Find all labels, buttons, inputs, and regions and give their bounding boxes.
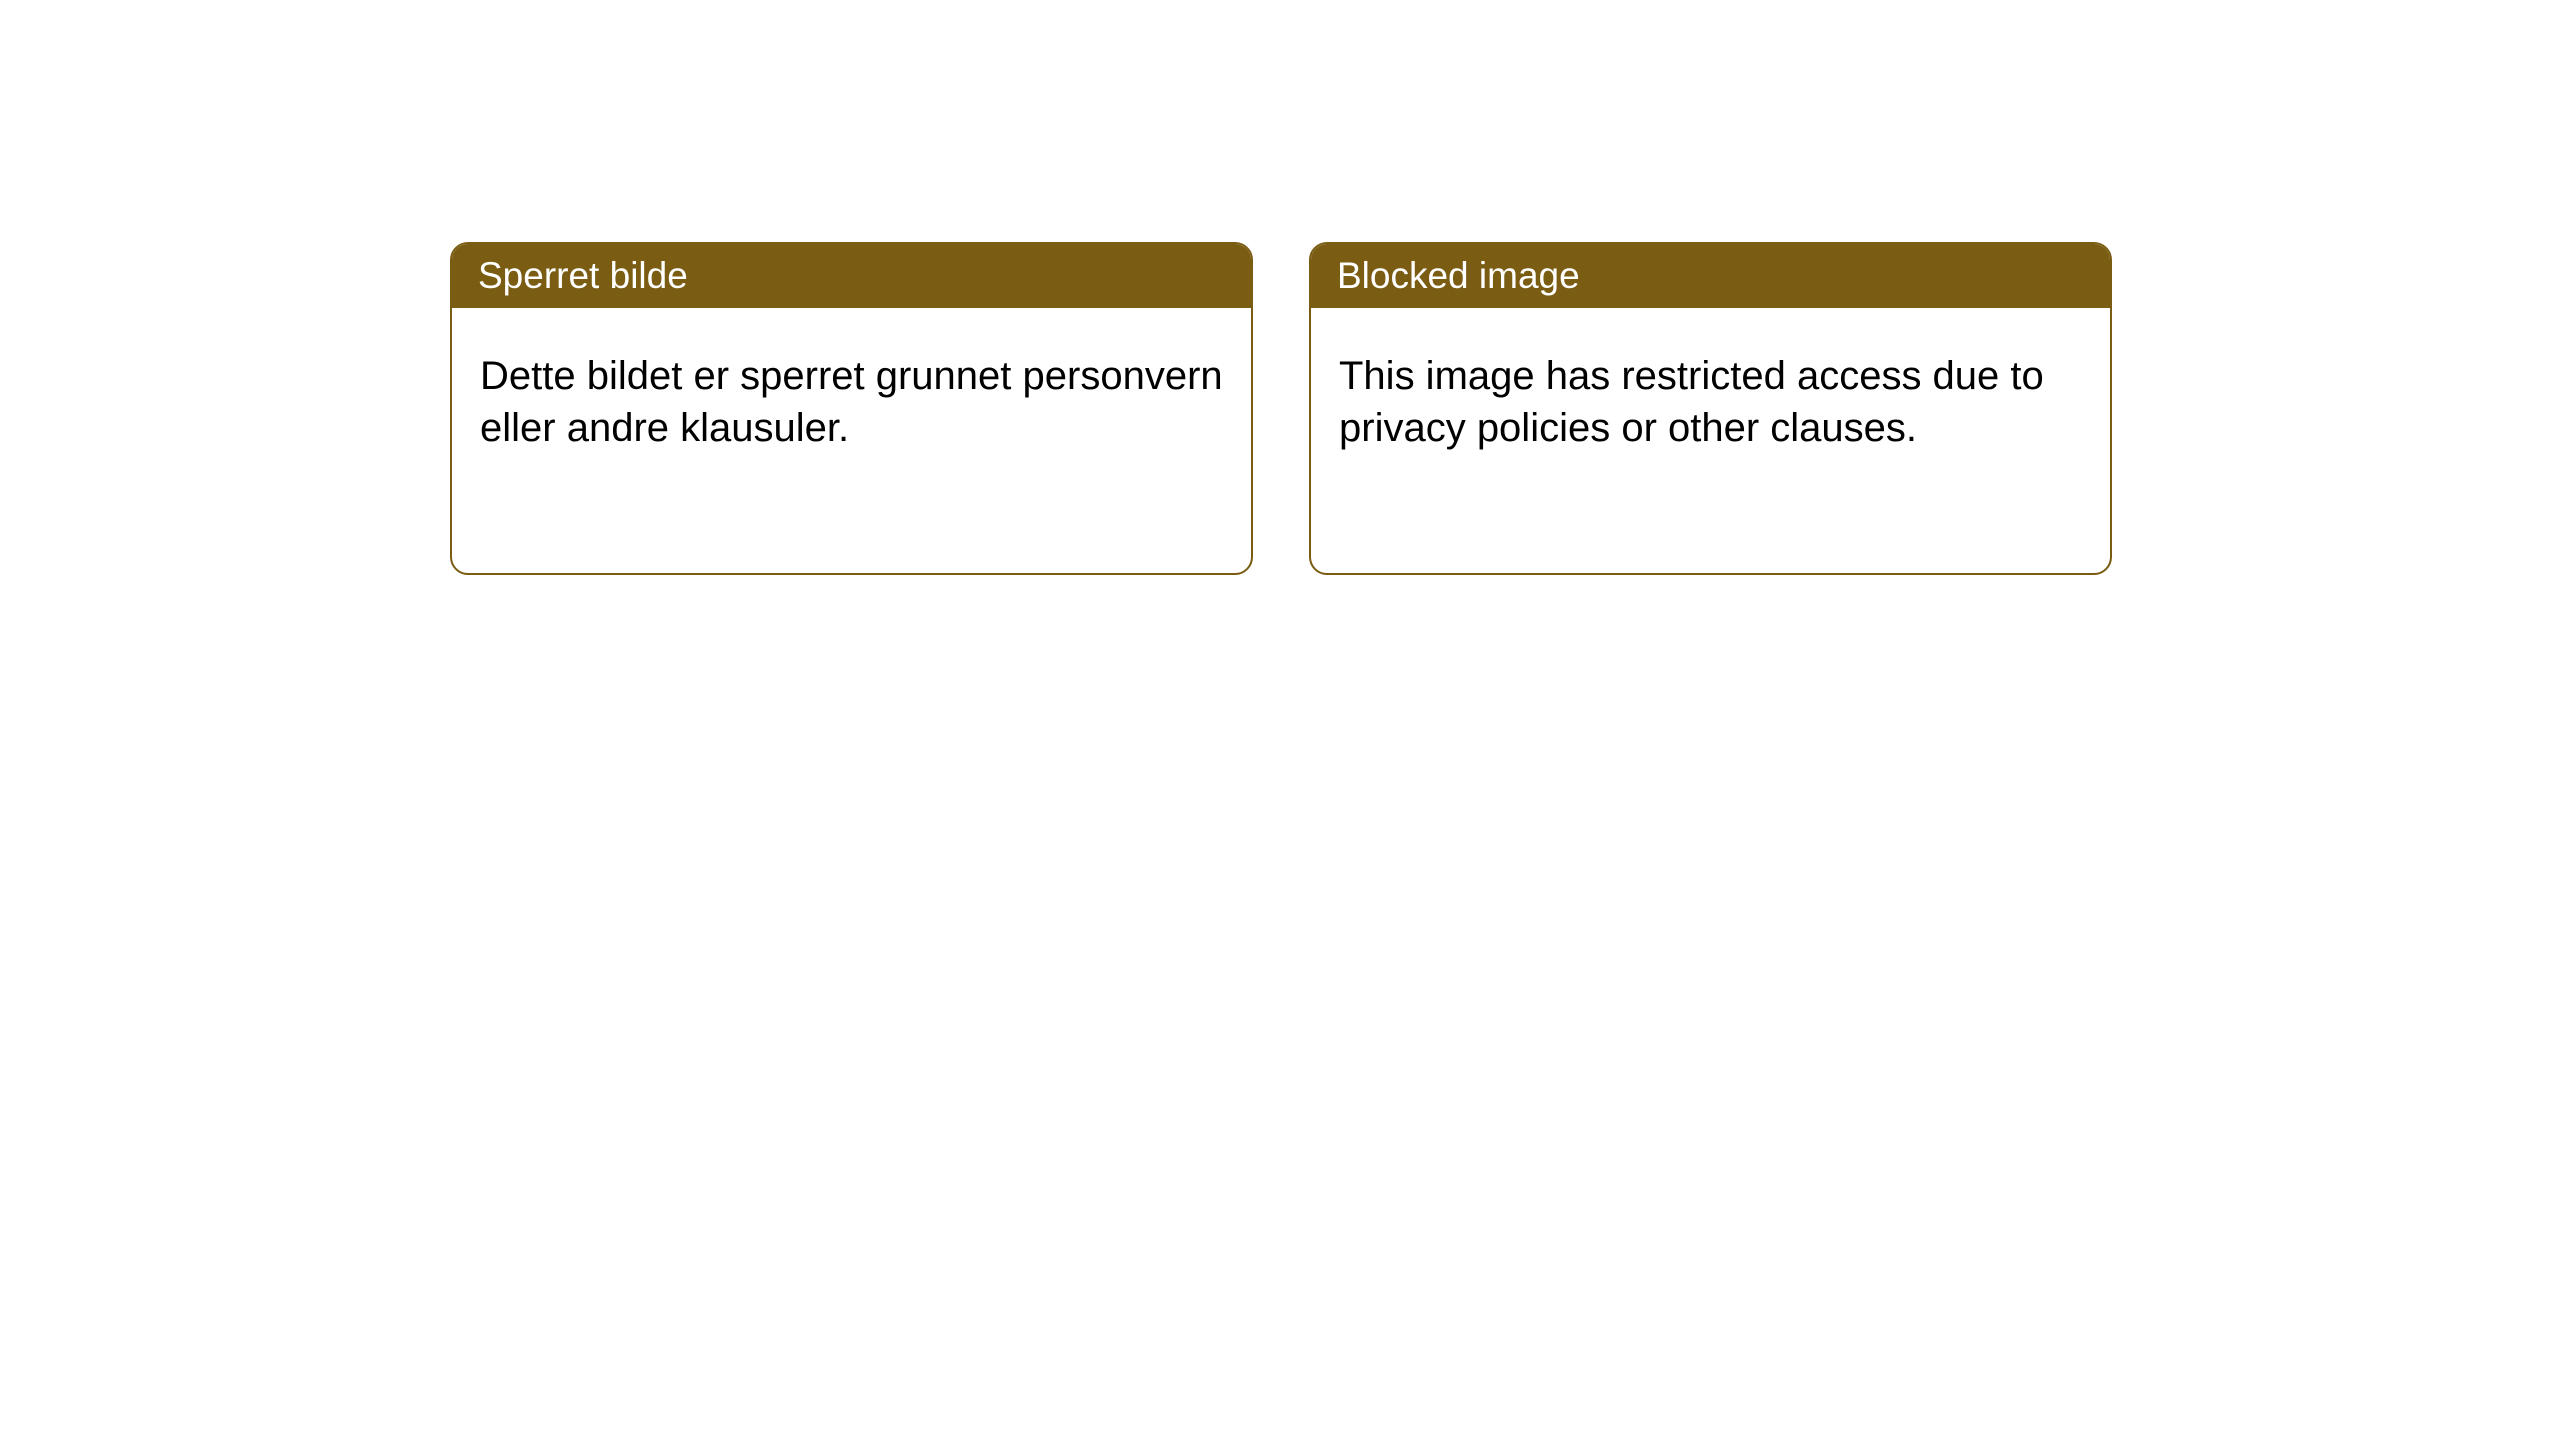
card-header: Sperret bilde [452, 244, 1251, 308]
card-header: Blocked image [1311, 244, 2110, 308]
blocked-image-card-en: Blocked image This image has restricted … [1309, 242, 2112, 575]
blocked-image-card-no: Sperret bilde Dette bildet er sperret gr… [450, 242, 1253, 575]
card-body: This image has restricted access due to … [1311, 308, 2110, 496]
notice-container: Sperret bilde Dette bildet er sperret gr… [0, 0, 2560, 575]
card-body: Dette bildet er sperret grunnet personve… [452, 308, 1251, 496]
